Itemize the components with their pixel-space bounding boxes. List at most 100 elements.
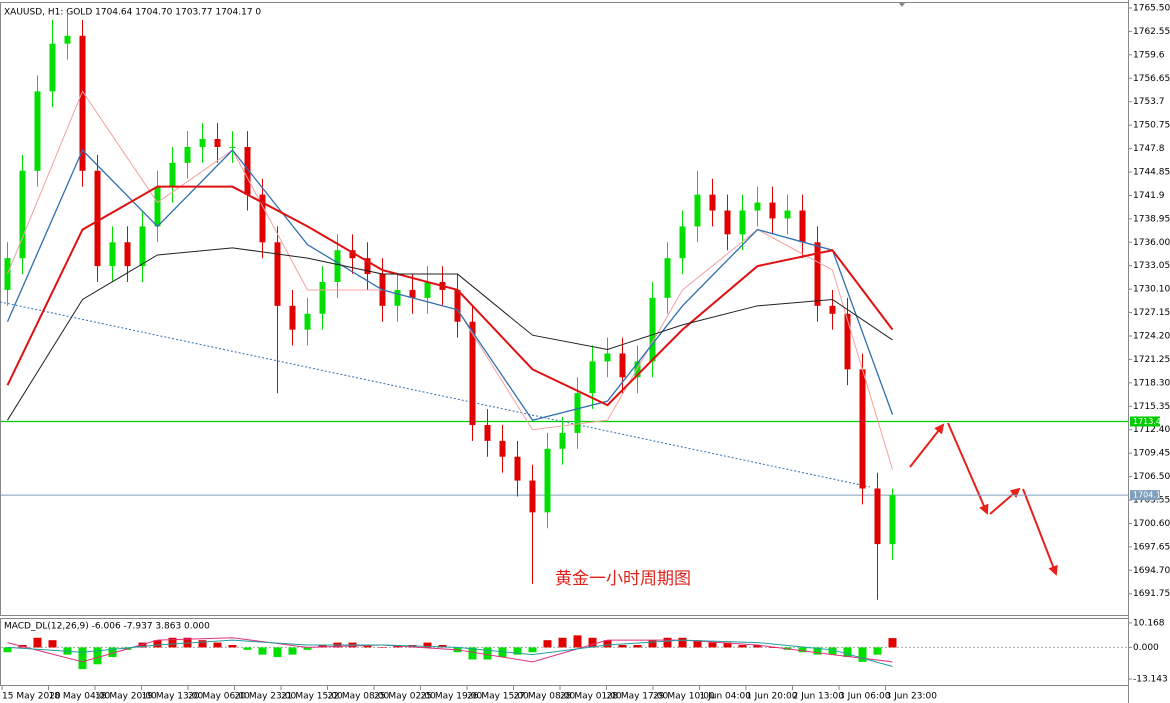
y-tick-label: 1736.00 [1133, 238, 1170, 248]
macd-bar [213, 642, 222, 648]
candle-body [559, 432, 566, 449]
candle-body [829, 305, 836, 314]
macd-bar [738, 645, 747, 648]
y-tick-label: -13.143 [1133, 675, 1168, 685]
y-tick-label: 0.000 [1133, 643, 1159, 653]
candle-body [424, 281, 431, 298]
moving-average [6, 185, 894, 407]
macd-bar [513, 647, 522, 655]
candle-body [124, 242, 131, 267]
x-tick-label: 18 May 20:00 [95, 692, 157, 702]
y-tick-label: 1744.85 [1133, 167, 1170, 177]
forecast-arrows [909, 422, 1058, 576]
y-tick-label: 1756.65 [1133, 74, 1170, 84]
x-tick-label: 27 May 08:00 [514, 692, 576, 702]
candle-body [184, 146, 191, 163]
y-tick-label: 1694.70 [1133, 566, 1170, 576]
arrow [947, 422, 989, 515]
candle-body [889, 495, 896, 545]
candle-body [799, 210, 806, 243]
y-tick-label: 1765.50 [1133, 3, 1170, 13]
x-tick-label: 19 May 13:00 [142, 692, 204, 702]
macd-bar [273, 647, 282, 658]
y-tick-label: 1762.55 [1133, 27, 1170, 37]
y-tick-label: 1727.15 [1133, 308, 1170, 318]
macd-bar [108, 647, 117, 658]
candle-body [334, 250, 341, 282]
macd-bar [423, 642, 432, 648]
y-tick-label: 1724.20 [1133, 332, 1170, 342]
y-tick-label: 1753.7 [1133, 97, 1165, 107]
candle-body [349, 250, 356, 259]
x-tick-label: 25 May 19:00 [421, 692, 483, 702]
candle-body [454, 289, 461, 322]
moving-average [7, 247, 893, 421]
macd-bar [693, 640, 702, 648]
trendline [0, 301, 871, 488]
candle-body [844, 313, 851, 370]
macd-bar [33, 637, 42, 648]
macd-bar [828, 647, 837, 655]
candle-body [319, 281, 326, 314]
macd-bar [723, 642, 732, 648]
x-tick-label: 1 Jun 20:00 [746, 692, 798, 702]
candle-body [364, 258, 371, 275]
candle-body [259, 194, 266, 243]
candle-body [754, 202, 761, 211]
candle-body [574, 393, 581, 433]
y-tick-label: 1691.75 [1133, 589, 1170, 599]
macd-bar [543, 640, 552, 648]
x-tick-label: 25 May 02:00 [374, 692, 436, 702]
x-tick-label: 20 May 06:00 [188, 692, 250, 702]
x-tick-label: 18 May 04:00 [49, 692, 111, 702]
macd-bar [528, 647, 537, 653]
candle-body [679, 226, 686, 259]
macd-bar [603, 640, 612, 648]
macd-bar [588, 637, 597, 648]
candle-body [784, 210, 791, 219]
candle-body [874, 488, 881, 545]
price-pane [0, 2, 1129, 616]
candle-body [814, 242, 821, 306]
x-tick-label: 15 May 2020 [2, 692, 61, 702]
y-tick-label: 1718.30 [1133, 378, 1170, 388]
candle-body [169, 162, 176, 187]
candle-body [619, 353, 626, 378]
macd-bar [483, 647, 492, 660]
macd-bar [888, 638, 897, 648]
candle-body [139, 226, 146, 267]
macd-bar [318, 645, 327, 648]
candle-body [34, 91, 41, 171]
candle-body [709, 194, 716, 211]
candle-body [154, 186, 161, 227]
macd-bar [153, 640, 162, 648]
candle-body [469, 321, 476, 425]
candle-body [409, 289, 416, 298]
candle-body [634, 361, 641, 378]
candle-body [649, 297, 656, 362]
price-label: 1704.17 [1133, 491, 1166, 500]
candle-body [769, 202, 776, 219]
y-tick-label: 1703.55 [1133, 496, 1170, 506]
macd-bar [798, 647, 807, 653]
y-tick-label: 1712.40 [1133, 425, 1170, 435]
candle-body [214, 139, 221, 147]
macd-bar [303, 647, 312, 650]
macd-bar [663, 637, 672, 648]
macd-bar [573, 635, 582, 648]
macd-title: MACD_DL(12,26,9) -6.006 -7.937 3.863 0.0… [4, 622, 210, 632]
chart-title: XAUUSD, H1: GOLD 1704.64 1704.70 1703.77… [4, 8, 261, 18]
level-label: 1713.44 [1133, 417, 1166, 426]
x-tick-label: 22 May 08:00 [328, 692, 390, 702]
candle-body [229, 146, 236, 148]
macd-bar [618, 645, 627, 648]
moving-average [6, 149, 894, 421]
x-tick-label: 21 May 15:00 [281, 692, 343, 702]
candle-body [304, 313, 311, 330]
macd-bar [168, 637, 177, 648]
x-tick-label: 3 Jun 06:00 [839, 692, 891, 702]
macd-bar [873, 647, 882, 655]
macd-bar [648, 640, 657, 648]
arrow [989, 487, 1021, 515]
macd-bar [363, 645, 372, 648]
